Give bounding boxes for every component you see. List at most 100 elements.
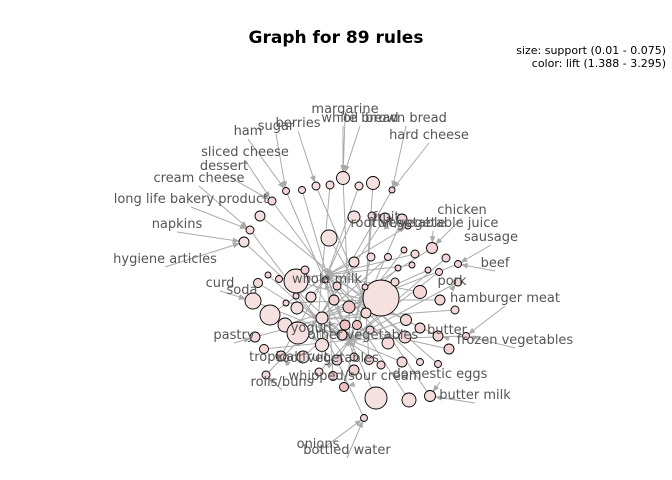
rule-node xyxy=(390,277,400,287)
edge xyxy=(271,200,328,276)
rule-node xyxy=(300,265,310,275)
item-label: fruit/vegetable juice xyxy=(368,216,499,231)
rule-node xyxy=(379,212,391,224)
rule-node xyxy=(366,252,376,262)
rule-node xyxy=(259,304,281,326)
edge xyxy=(317,184,331,321)
edge xyxy=(285,190,351,341)
legend-color: color: lift (1.388 - 3.295) xyxy=(531,57,666,70)
rule-node xyxy=(367,211,377,221)
rule-node xyxy=(336,329,348,341)
rule-node xyxy=(443,343,455,355)
edge xyxy=(259,215,366,301)
edge xyxy=(328,237,366,301)
rule-node xyxy=(404,222,412,230)
item-label: brown bread xyxy=(365,111,447,126)
rule-node xyxy=(354,181,364,191)
item-label: frozen vegetables xyxy=(457,333,574,348)
item-label: ham xyxy=(234,124,263,139)
edge xyxy=(247,138,285,189)
rule-node xyxy=(360,414,368,422)
edge xyxy=(244,159,271,199)
item-label: berries xyxy=(275,116,320,131)
edge xyxy=(233,337,251,344)
rule-node xyxy=(292,292,300,300)
edge xyxy=(310,334,318,342)
rule-node xyxy=(286,321,310,345)
item-label: onions xyxy=(297,437,340,452)
rule-node xyxy=(264,271,272,279)
rule-node xyxy=(349,352,359,362)
rule-node xyxy=(454,260,462,268)
edge xyxy=(326,185,360,276)
rule-node xyxy=(282,299,290,307)
edge xyxy=(364,299,431,397)
rule-node xyxy=(410,249,420,259)
item-label: sliced cheese xyxy=(201,145,289,160)
item-label: pastry xyxy=(213,328,254,343)
rule-node xyxy=(394,264,402,272)
item-label: other vegetables xyxy=(308,328,419,343)
rule-node xyxy=(360,307,372,319)
rule-node xyxy=(325,180,335,190)
rule-node xyxy=(424,266,432,274)
item-label: tropical fruit xyxy=(249,350,329,365)
rule-node xyxy=(365,325,375,335)
edge xyxy=(317,319,365,419)
edge xyxy=(238,294,246,300)
edge xyxy=(393,142,430,189)
rule-node xyxy=(362,279,400,317)
rule-node xyxy=(441,253,451,263)
item-label: napkins xyxy=(152,217,203,232)
rule-node xyxy=(396,213,408,225)
item-label: root vegetable xyxy=(350,216,445,231)
edge xyxy=(190,206,247,230)
rule-node xyxy=(336,171,350,185)
rule-node xyxy=(434,360,442,368)
item-label: curd xyxy=(206,276,235,291)
edge xyxy=(326,274,355,358)
edge xyxy=(317,256,389,321)
rule-node xyxy=(396,356,408,368)
edge xyxy=(349,319,407,341)
item-label: soda xyxy=(227,283,258,298)
item-label: sausage xyxy=(464,230,518,245)
edge xyxy=(468,335,516,349)
rule-node xyxy=(401,392,417,408)
edge xyxy=(432,381,441,393)
rule-node xyxy=(315,338,329,352)
rule-node xyxy=(342,300,356,314)
rule-node xyxy=(384,253,392,261)
rule-node xyxy=(253,278,263,288)
rule-node xyxy=(453,277,463,287)
item-label: bottled water xyxy=(303,443,391,458)
item-label: root vegetables xyxy=(277,351,379,366)
edge xyxy=(326,225,409,276)
graph-title: Graph for 89 rules xyxy=(248,28,424,48)
item-label: oil xyxy=(343,111,358,126)
edge xyxy=(265,319,319,376)
item-label: sugar xyxy=(258,119,295,134)
rule-node xyxy=(347,210,361,224)
rule-node xyxy=(339,319,351,331)
rule-node xyxy=(416,358,424,366)
edge xyxy=(340,116,347,173)
rule-node xyxy=(311,181,321,191)
item-label: pork xyxy=(437,274,467,289)
rule-node xyxy=(413,285,427,299)
rule-node xyxy=(462,332,470,340)
rule-node xyxy=(305,291,317,303)
rule-node xyxy=(339,382,349,392)
edge xyxy=(317,319,355,371)
rule-node xyxy=(259,344,269,354)
edge xyxy=(317,419,362,453)
edge xyxy=(349,286,366,341)
rule-node xyxy=(388,186,396,194)
edge xyxy=(198,185,248,228)
rule-node xyxy=(414,322,426,334)
edge xyxy=(449,284,456,292)
item-label: long life bakery product xyxy=(114,192,269,207)
rule-node xyxy=(249,331,261,343)
rule-node xyxy=(254,210,266,222)
rule-node xyxy=(282,187,290,195)
